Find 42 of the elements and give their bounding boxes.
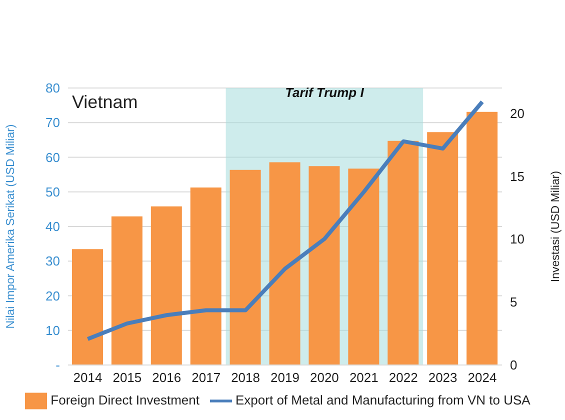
bar	[111, 216, 142, 365]
x-tick-label: 2020	[310, 370, 339, 386]
x-tick-label: 2021	[349, 370, 378, 386]
y2-axis-title: Investasi (USD Miliar)	[550, 170, 562, 282]
band-label: Tarif Trump I	[285, 85, 364, 100]
y-tick-label: 10	[46, 322, 60, 338]
y2-tick-label: 10	[510, 232, 524, 247]
bar	[230, 170, 261, 365]
legend-label: Foreign Direct Investment	[50, 392, 200, 408]
bar	[388, 140, 419, 365]
y-tick-label: 50	[46, 184, 60, 200]
y2-tick-label: 20	[510, 106, 524, 121]
bar	[348, 168, 380, 365]
x-tick-label: 2019	[270, 370, 300, 386]
y-tick-label: 20	[46, 288, 60, 304]
y-tick-label: 70	[46, 115, 60, 130]
bar	[308, 166, 340, 365]
x-tick-label: 2014	[73, 370, 102, 386]
chart-title: Vietnam	[72, 92, 138, 113]
y2-tick-label: 0	[510, 358, 518, 373]
x-tick-label: 2022	[388, 370, 418, 386]
x-tick-label: 2018	[231, 370, 260, 386]
bar	[150, 206, 182, 365]
x-tick-label: 2015	[112, 370, 142, 386]
y2-tick-label: 15	[510, 168, 524, 184]
bar	[269, 162, 300, 365]
bar	[190, 187, 222, 365]
y-tick-label: -	[56, 358, 60, 373]
bar	[427, 132, 458, 365]
x-tick-label: 2023	[428, 370, 458, 386]
y-axis-title: Nilai Impor Amerika Serikat (USD Miliar)	[5, 124, 18, 329]
legend-label: Export of Metal and Manufacturing from VN to USA	[236, 392, 530, 408]
y-tick-label: 80	[46, 80, 60, 96]
x-tick-label: 2024	[468, 370, 497, 386]
x-tick-label: 2016	[152, 370, 182, 386]
bar	[466, 112, 498, 365]
y2-tick-label: 5	[510, 294, 518, 310]
y-tick-label: 60	[46, 150, 60, 165]
bar	[72, 249, 103, 365]
y-tick-label: 40	[46, 219, 60, 234]
x-tick-label: 2017	[192, 370, 221, 386]
y-tick-label: 30	[46, 254, 60, 269]
